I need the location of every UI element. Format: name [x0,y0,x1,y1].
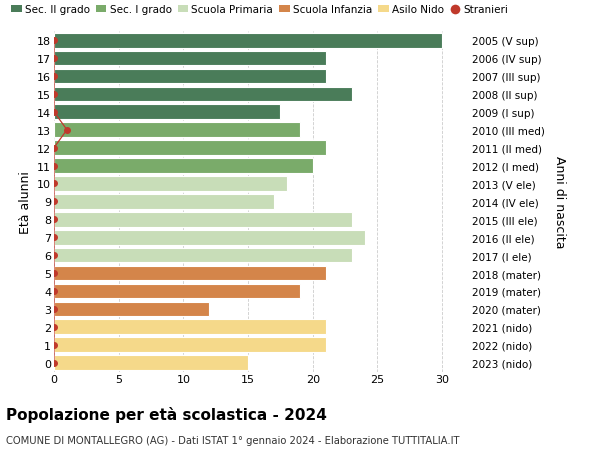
Bar [54,248,352,263]
Bar [54,177,287,191]
Bar [54,105,280,120]
Bar [54,69,326,84]
Legend: Sec. II grado, Sec. I grado, Scuola Primaria, Scuola Infanzia, Asilo Nido, Stran: Sec. II grado, Sec. I grado, Scuola Prim… [11,5,509,15]
Bar [54,213,352,227]
Bar [54,51,326,66]
Bar [54,338,326,353]
Bar [54,320,326,335]
Bar [54,141,326,156]
Bar [54,195,274,209]
Bar [54,230,365,245]
Bar [54,123,300,138]
Y-axis label: Anni di nascita: Anni di nascita [553,156,566,248]
Text: COMUNE DI MONTALLEGRO (AG) - Dati ISTAT 1° gennaio 2024 - Elaborazione TUTTITALI: COMUNE DI MONTALLEGRO (AG) - Dati ISTAT … [6,435,460,445]
Bar [54,34,442,48]
Bar [54,302,209,317]
Bar [54,356,248,370]
Bar [54,284,300,299]
Y-axis label: Età alunni: Età alunni [19,171,32,233]
Text: Popolazione per età scolastica - 2024: Popolazione per età scolastica - 2024 [6,406,327,422]
Bar [54,87,352,102]
Bar [54,266,326,281]
Bar [54,159,313,174]
